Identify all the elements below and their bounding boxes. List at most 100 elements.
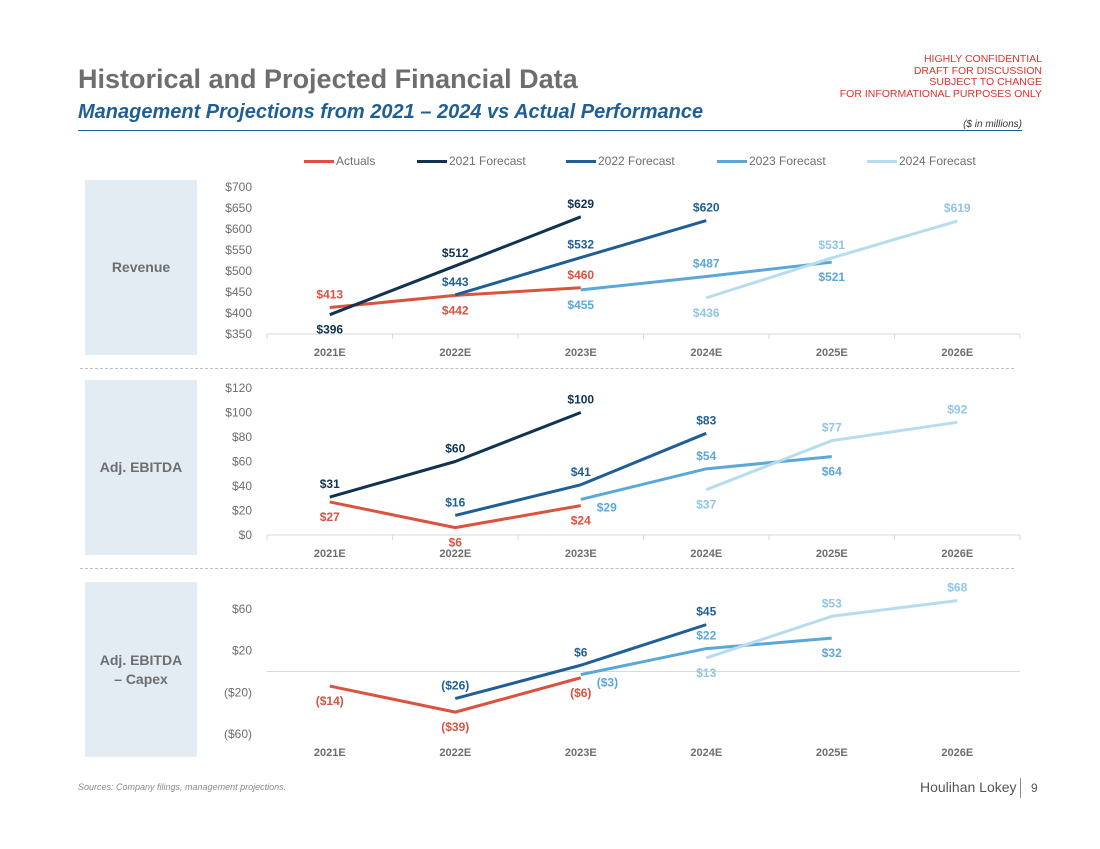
data-label: $16 (445, 495, 465, 509)
data-label: $620 (693, 201, 720, 215)
x-tick-label: 2023E (565, 347, 597, 359)
series-line-2021-forecast (329, 411, 582, 499)
panel-label-text: Adj. EBITDA (99, 651, 183, 668)
data-label: $92 (947, 402, 967, 416)
panel-label-text: Adj. EBITDA (99, 459, 183, 475)
data-label: $6 (574, 645, 588, 659)
y-tick-label: $400 (225, 306, 252, 320)
data-label: $531 (818, 238, 845, 252)
series-line-actuals (329, 286, 581, 310)
legend-item-actuals: Actuals (304, 154, 375, 168)
series-line-2023-forecast (580, 260, 832, 292)
legend-swatch (717, 159, 747, 163)
legend-item-2021-forecast: 2021 Forecast (417, 154, 526, 168)
y-tick-label: $700 (225, 180, 252, 194)
page-number: 9 (1031, 781, 1038, 795)
data-label: $83 (696, 413, 716, 427)
panel-label-revenue: Revenue (85, 180, 197, 355)
legend-label: 2024 Forecast (899, 154, 976, 168)
data-label: $68 (947, 581, 967, 595)
series-line-2023-forecast (580, 455, 832, 501)
legend-swatch (304, 159, 334, 163)
panel-label-adj-ebitda: Adj. EBITDA (85, 380, 197, 555)
brand-logo: Houlihan Lokey (920, 779, 1017, 795)
series-line-actuals (329, 500, 582, 530)
footer-separator (1020, 778, 1021, 798)
series-line-2024-forecast (705, 219, 958, 300)
y-tick-label: $450 (225, 285, 252, 299)
data-label: $6 (449, 536, 463, 550)
data-label: ($39) (441, 720, 469, 734)
x-tick-label: 2022E (439, 548, 471, 560)
confidential-line: SUBJECT TO CHANGE (929, 76, 1042, 88)
legend-item-2023-forecast: 2023 Forecast (717, 154, 826, 168)
x-tick-label: 2026E (941, 347, 973, 359)
x-tick-label: 2026E (941, 747, 973, 759)
page-title: Historical and Projected Financial Data (78, 64, 578, 94)
x-tick-label: 2021E (314, 747, 346, 759)
series-line-actuals (329, 676, 582, 714)
legend-label: 2021 Forecast (449, 154, 526, 168)
x-tick-label: 2025E (816, 548, 848, 560)
y-tick-label: ($60) (224, 727, 252, 741)
legend-swatch (417, 159, 447, 163)
y-tick-label: $120 (225, 381, 252, 395)
data-label: $32 (822, 646, 842, 660)
x-tick-label: 2024E (690, 548, 722, 560)
y-tick-label: $80 (232, 430, 252, 444)
x-tick-label: 2024E (690, 747, 722, 759)
units-note: ($ in millions) (963, 119, 1022, 130)
chart-legend: Actuals 2021 Forecast 2022 Forecast 2023… (300, 154, 1000, 172)
x-tick-label: 2021E (314, 347, 346, 359)
x-tick-label: 2023E (565, 747, 597, 759)
panel-label-text: – Capex (114, 670, 168, 687)
page-subtitle: Management Projections from 2021 – 2024 … (78, 101, 704, 123)
panel-divider (80, 568, 1014, 569)
data-label: ($3) (597, 676, 618, 690)
series-line-2024-forecast (705, 599, 958, 660)
y-tick-label: $60 (232, 602, 252, 616)
y-tick-label: $500 (225, 264, 252, 278)
legend-label: Actuals (336, 154, 376, 168)
panel-label-text: Revenue (111, 259, 171, 275)
y-tick-label: $650 (225, 201, 252, 215)
y-tick-label: $60 (232, 455, 252, 469)
data-label: $29 (597, 500, 617, 514)
data-label: ($26) (441, 679, 469, 693)
data-label: $487 (693, 256, 720, 270)
data-label: ($6) (570, 686, 591, 700)
data-label: $521 (818, 270, 845, 284)
y-tick-label: $550 (225, 243, 252, 257)
data-label: $13 (696, 666, 716, 680)
data-label: $442 (442, 303, 469, 317)
data-label: $100 (567, 393, 594, 407)
confidential-line: FOR INFORMATIONAL PURPOSES ONLY (839, 87, 1042, 100)
series-line-2023-forecast (580, 636, 832, 677)
data-label: $532 (567, 238, 594, 252)
data-label: $512 (442, 246, 469, 260)
x-tick-label: 2022E (439, 347, 471, 359)
data-label: $60 (445, 442, 465, 456)
legend-swatch (566, 159, 596, 163)
series-line-2022-forecast (454, 623, 707, 701)
y-tick-label: $100 (225, 406, 252, 420)
confidentiality-notice: HIGHLY CONFIDENTIAL DRAFT FOR DISCUSSION… (839, 53, 1042, 100)
data-label: $460 (567, 268, 594, 282)
x-tick-label: 2021E (314, 548, 346, 560)
x-tick-label: 2022E (439, 747, 471, 759)
data-label: $54 (696, 449, 716, 463)
series-line-2024-forecast (705, 420, 958, 492)
legend-item-2024-forecast: 2024 Forecast (867, 154, 976, 168)
confidential-line: HIGHLY CONFIDENTIAL (923, 53, 1042, 65)
legend-item-2022-forecast: 2022 Forecast (566, 154, 675, 168)
data-label: $22 (696, 629, 716, 643)
data-label: $41 (571, 465, 591, 479)
series-line-2022-forecast (454, 219, 707, 297)
x-tick-label: 2026E (941, 548, 973, 560)
data-label: $53 (822, 596, 842, 610)
data-label: $45 (696, 605, 716, 619)
legend-swatch (867, 159, 897, 163)
data-label: $64 (822, 465, 842, 479)
data-label: $37 (696, 498, 716, 512)
